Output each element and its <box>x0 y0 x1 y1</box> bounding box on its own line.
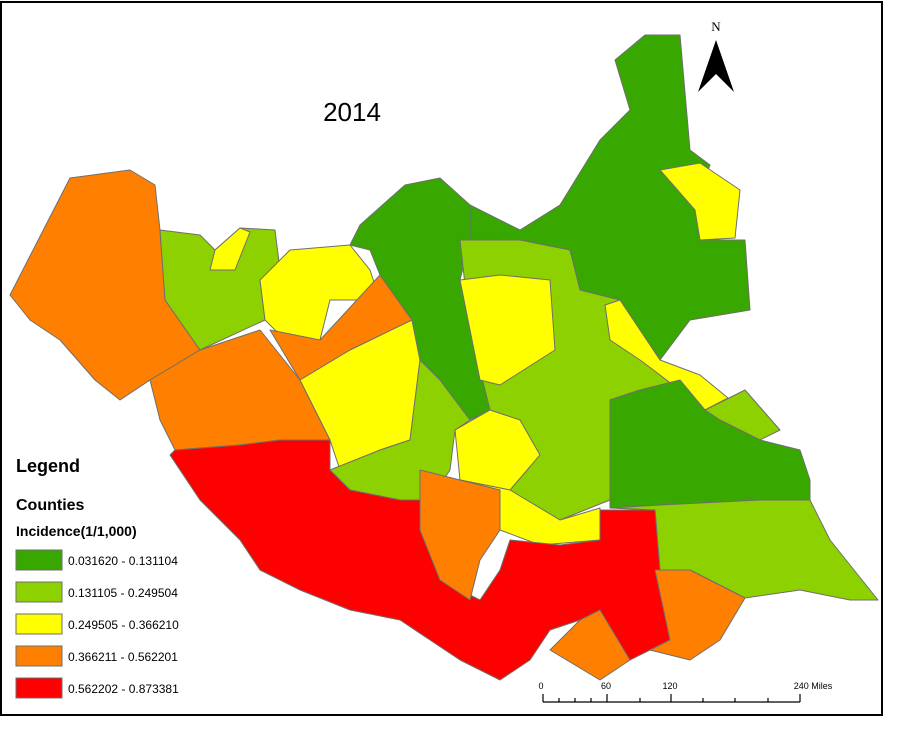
north-label: N <box>711 19 721 34</box>
legend-swatch <box>15 581 63 603</box>
county <box>259 244 381 341</box>
legend-field: Incidence(1/1,000) <box>16 523 137 539</box>
legend-swatch <box>15 645 63 667</box>
legend-swatch <box>15 549 63 571</box>
county <box>209 227 251 271</box>
legend: 0.031620 - 0.131104 0.131105 - 0.249504 0.… <box>15 549 179 699</box>
scale-label: 60 <box>601 681 611 691</box>
county <box>649 569 746 661</box>
county <box>169 439 671 681</box>
legend-swatch <box>15 613 63 635</box>
scale-label: 0 <box>538 681 543 691</box>
legend-label: 0.249505 - 0.366210 <box>68 618 179 632</box>
counties <box>9 34 879 681</box>
county <box>419 469 501 601</box>
legend-label: 0.031620 - 0.131104 <box>68 554 178 568</box>
legend-label: 0.562202 - 0.873381 <box>68 682 179 696</box>
scale-bar <box>542 694 801 703</box>
county <box>704 389 781 441</box>
legend-label: 0.131105 - 0.249504 <box>68 586 178 600</box>
map-title: 2014 <box>323 97 381 127</box>
scale-label: 120 <box>662 681 677 691</box>
county <box>659 162 741 241</box>
county <box>549 609 631 681</box>
scale-label: 240 Miles <box>794 681 833 691</box>
legend-swatch <box>15 677 63 699</box>
north-arrow <box>698 40 734 92</box>
legend-layer: Counties <box>16 497 85 514</box>
legend-heading: Legend <box>16 456 80 476</box>
legend-label: 0.366211 - 0.562201 <box>68 650 178 664</box>
county <box>459 274 556 386</box>
